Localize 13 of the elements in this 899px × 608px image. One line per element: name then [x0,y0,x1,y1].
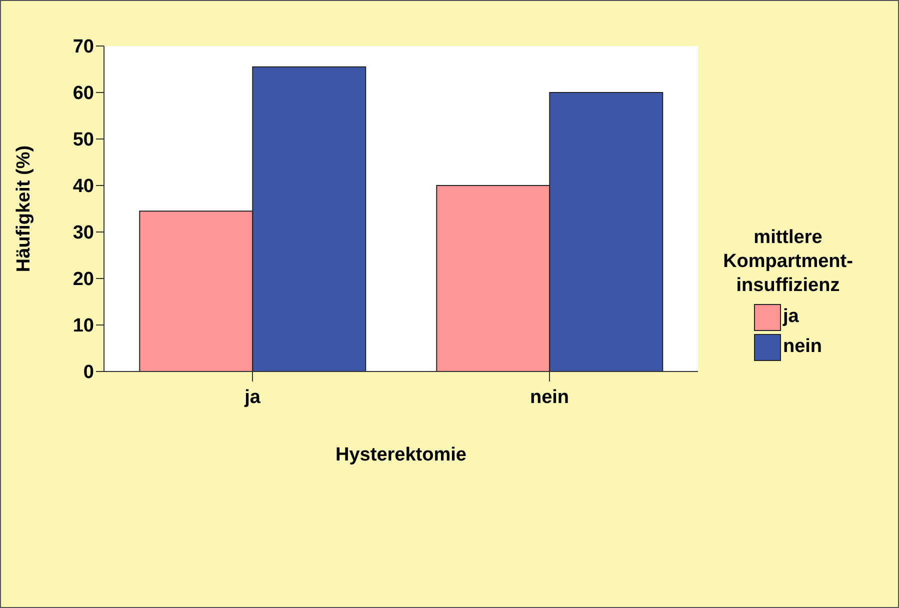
x-axis-title: Hysterektomie [336,444,466,466]
y-tick-label: 70 [72,36,94,58]
y-tick-label: 40 [72,176,94,198]
y-tick-label: 10 [72,316,94,337]
y-tick-label: 30 [72,222,94,244]
legend-label: ja [782,306,799,328]
legend-title: mittlere Kompartment-insuffizienz [722,226,854,298]
y-axis-title: Häufigkeit (%) [14,145,35,272]
y-tick-label: 50 [72,130,94,151]
y-tick-label: 20 [72,269,94,290]
y-tick-label: 0 [83,362,94,384]
y-tick-label: 60 [72,83,94,104]
legend-label: nein [782,336,822,358]
